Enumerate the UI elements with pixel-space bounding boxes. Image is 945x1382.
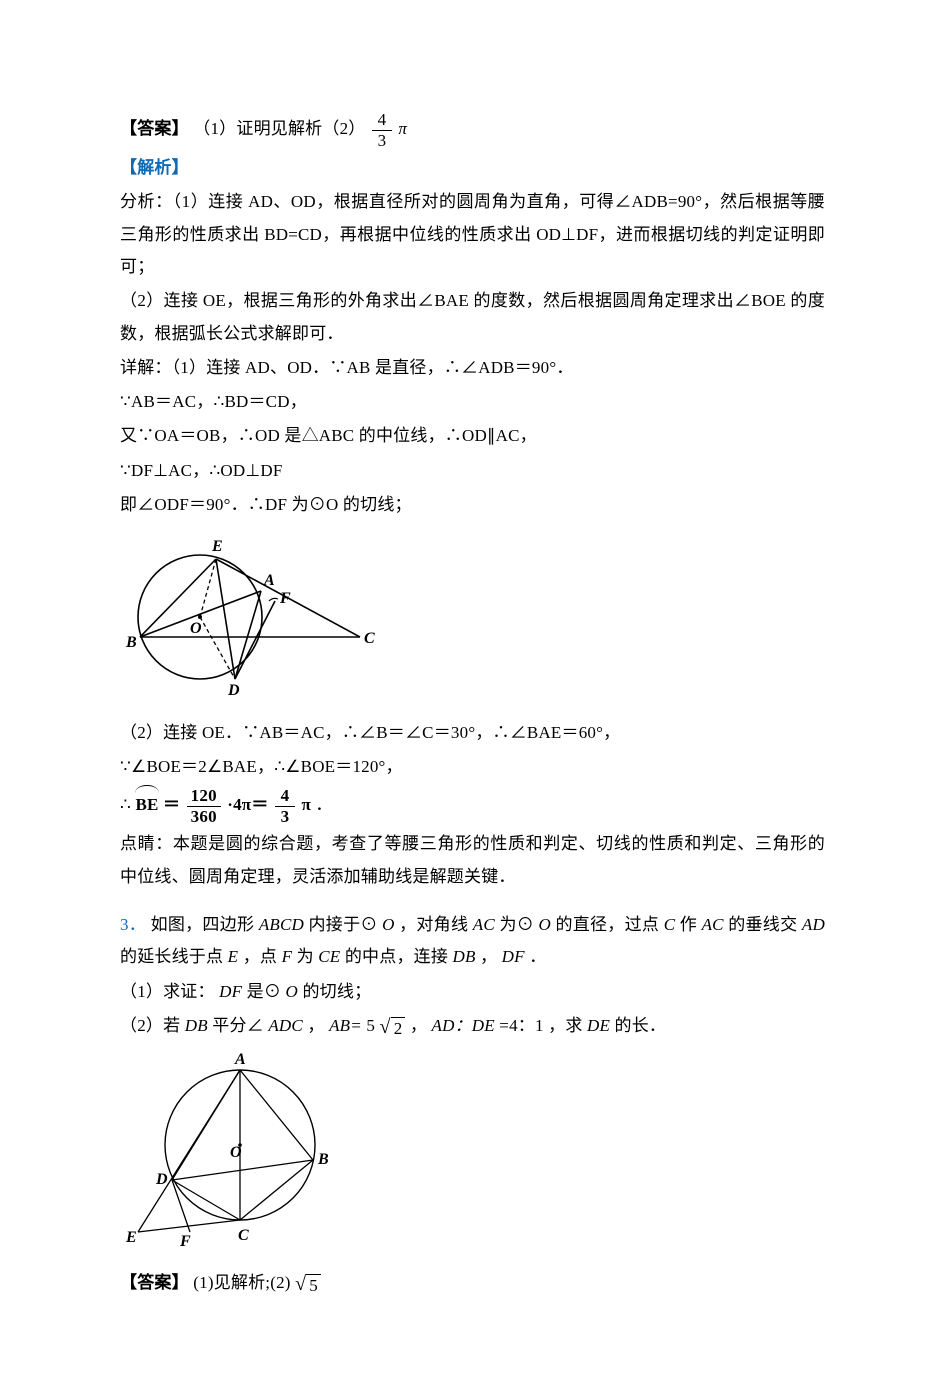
analysis-p1: 分析：（1）连接 AD、OD，根据直径所对的圆周角为直角，可得∠ADB=90°，… <box>120 186 825 283</box>
label2-E: E <box>125 1229 137 1246</box>
analysis-p4: ∵AB＝AC，∴BD＝CD， <box>120 386 825 418</box>
label-C: C <box>364 630 375 647</box>
analysis-p5: 又∵OA＝OB，∴OD 是△ABC 的中位线，∴OD∥AC， <box>120 420 825 452</box>
analysis-p7: 即∠ODF＝90°．∴DF 为⊙O 的切线； <box>120 489 825 521</box>
diagram-1: E A F O B D C <box>120 529 825 710</box>
analysis-p10: 点睛：本题是圆的综合题，考查了等腰三角形的性质和判定、切线的性质和判定、三角形的… <box>120 828 825 893</box>
analysis-p6: ∵DF⊥AC，∴OD⊥DF <box>120 455 825 487</box>
frac-120-360: 120 360 <box>187 786 221 826</box>
label2-F: F <box>179 1233 191 1250</box>
label-A: A <box>263 572 275 589</box>
analysis-p2: （2）连接 OE，根据三角形的外角求出∠BAE 的度数，然后根据圆周角定理求出∠… <box>120 285 825 350</box>
arc-equation: ∴ BE ＝ 120 360 ·4π＝ 4 3 π ． <box>120 785 825 826</box>
label-E: E <box>211 538 223 555</box>
label2-C: C <box>238 1227 249 1244</box>
answer-text-1: （1）证明见解析（2） <box>193 119 365 138</box>
analysis-p3: 详解：（1）连接 AD、OD．∵AB 是直径，∴∠ADB＝90°． <box>120 352 825 384</box>
label-B: B <box>125 634 137 651</box>
analysis-p8: （2）连接 OE．∵AB＝AC，∴∠B＝∠C＝30°，∴∠BAE＝60°， <box>120 717 825 749</box>
answer-prefix: 【答案】 <box>120 119 189 138</box>
circle-triangle-diagram: E A F O B D C <box>120 529 380 699</box>
circle-quadrilateral-diagram: A B O D E F C <box>120 1050 340 1250</box>
frac-4-3-b: 4 3 <box>275 786 295 826</box>
problem3-number: 3． <box>120 915 146 934</box>
label2-D: D <box>155 1171 168 1188</box>
sqrt-5: √ 5 <box>295 1274 321 1297</box>
frac-4-3: 4 3 <box>372 110 392 150</box>
answer3-line: 【答案】 (1)见解析;(2) √ 5 <box>120 1267 825 1299</box>
problem3-q1: （1）求证： DF 是⊙ O 的切线； <box>120 976 825 1008</box>
analysis-p9: ∵∠BOE＝2∠BAE，∴∠BOE＝120°， <box>120 751 825 783</box>
problem3-q2: （2）若 DB 平分∠ ADC ， AB= 5 √ 2 ， AD：DE =4：1… <box>120 1010 825 1042</box>
sqrt-2: √ 2 <box>380 1017 406 1040</box>
label-F: F <box>279 590 291 607</box>
diagram-2: A B O D E F C <box>120 1050 825 1261</box>
pi-1: π <box>398 119 407 138</box>
spacer-1 <box>120 895 825 909</box>
label2-A: A <box>234 1051 246 1068</box>
answer3-prefix: 【答案】 <box>120 1273 189 1292</box>
label2-O: O <box>230 1144 242 1161</box>
label-D: D <box>227 682 240 699</box>
label-O: O <box>190 620 202 637</box>
arc-BE: BE <box>135 785 158 824</box>
answer-line: 【答案】 （1）证明见解析（2） 4 3 π <box>120 110 825 150</box>
problem3-line1: 3． 如图，四边形 ABCD 内接于⊙ O ，对角线 AC 为⊙ O 的直径，过… <box>120 909 825 974</box>
label2-B: B <box>317 1151 329 1168</box>
analysis-label: 【解析】 <box>120 152 825 184</box>
